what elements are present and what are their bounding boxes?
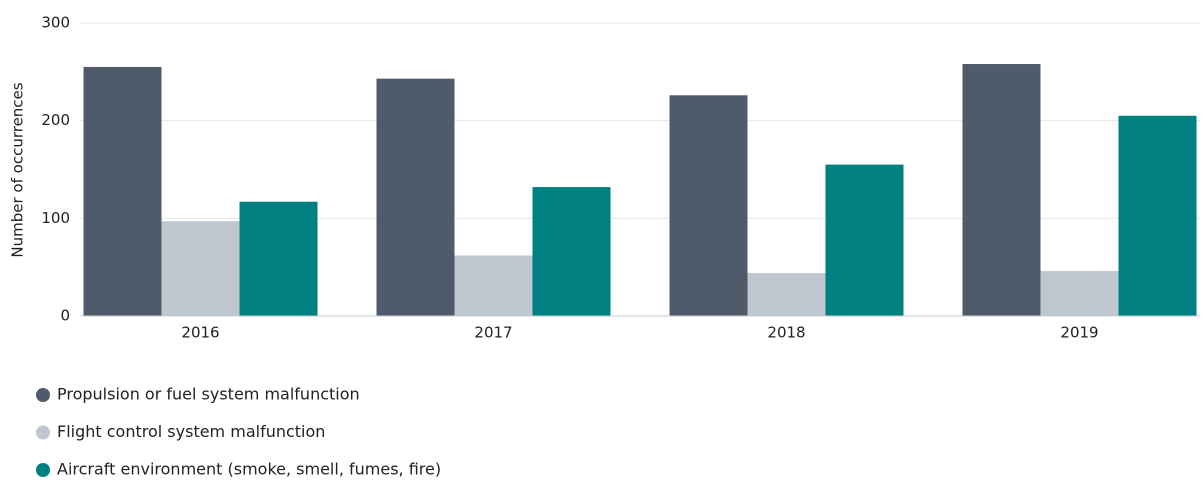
legend-marker — [36, 425, 50, 440]
bar — [376, 78, 455, 316]
y-tick-label: 100 — [41, 209, 70, 227]
bar — [239, 201, 318, 316]
bar — [83, 66, 162, 316]
bar — [454, 255, 533, 316]
x-tick-label: 2017 — [474, 324, 512, 342]
y-axis-label: Number of occurrences — [9, 82, 27, 257]
legend-marker — [36, 388, 50, 402]
bar — [1040, 271, 1119, 316]
x-tick-label: 2018 — [767, 324, 805, 342]
legend-label: Propulsion or fuel system malfunction — [57, 385, 360, 404]
legend-label: Aircraft environment (smoke, smell, fume… — [57, 460, 441, 479]
legend-label: Flight control system malfunction — [57, 422, 325, 441]
bar — [747, 273, 826, 316]
bar — [532, 187, 611, 316]
y-tick-label: 0 — [60, 307, 70, 325]
bar — [161, 221, 240, 316]
x-tick-label: 2016 — [181, 324, 219, 342]
bar — [669, 95, 748, 316]
bar — [1118, 115, 1197, 317]
legend-marker — [36, 463, 50, 477]
y-tick-label: 300 — [41, 14, 70, 32]
x-tick-label: 2019 — [1060, 324, 1098, 342]
bar — [962, 64, 1041, 317]
y-tick-label: 200 — [41, 111, 70, 129]
bar — [825, 164, 904, 316]
